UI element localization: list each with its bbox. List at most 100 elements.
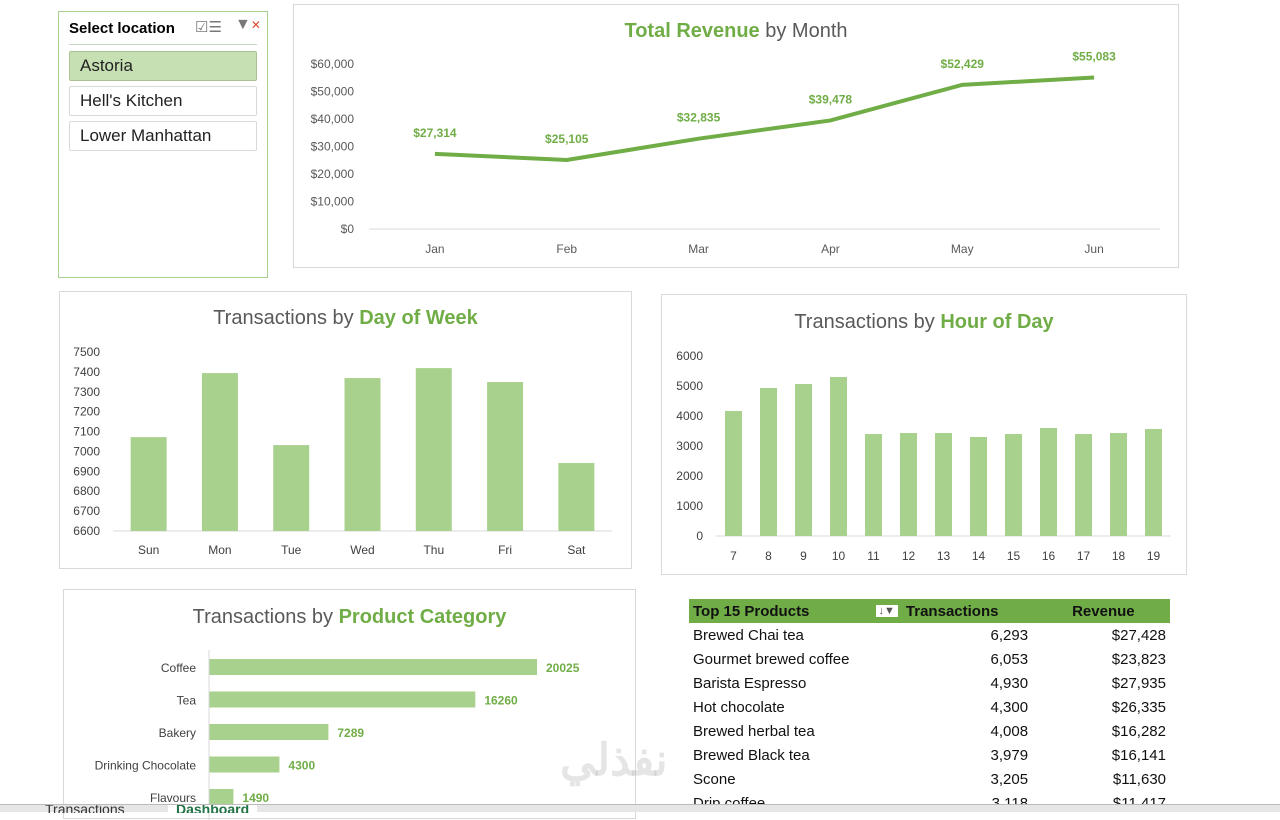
bar <box>209 724 329 740</box>
x-tick-label: 9 <box>800 549 807 563</box>
x-tick-label: Jun <box>1084 242 1103 256</box>
bar <box>900 433 917 536</box>
sort-filter-icon[interactable]: ↓▼ <box>875 604 898 617</box>
y-tick-label: 3000 <box>676 439 703 453</box>
bar <box>209 789 234 805</box>
revenue-value: $26,335 <box>1111 698 1166 716</box>
data-label: $25,105 <box>545 132 589 146</box>
y-tick-label: 7500 <box>73 345 100 359</box>
slicer-item-hells-kitchen[interactable]: Hell's Kitchen <box>69 86 257 116</box>
x-tick-label: 11 <box>867 549 880 563</box>
tab-dashboard[interactable]: Dashboard <box>168 805 258 813</box>
bar <box>415 368 452 531</box>
bar <box>344 378 381 531</box>
x-tick-label: May <box>951 242 974 256</box>
hour-of-day-chart: Transactions by Hour of Day 0 1000 2000 300… <box>661 294 1187 575</box>
chart-title: Transactions by Hour of Day <box>794 311 1054 333</box>
revenue-value: $23,823 <box>1111 650 1166 668</box>
slicer-item-astoria[interactable]: Astoria <box>69 51 257 81</box>
y-tick-label: $20,000 <box>311 167 355 181</box>
bar <box>865 434 882 536</box>
header-transactions: Transactions <box>901 599 1033 623</box>
transactions-value: 4,300 <box>990 698 1029 716</box>
y-tick-label: 7100 <box>73 425 100 439</box>
x-tick-label: 19 <box>1147 549 1161 563</box>
product-name: Scone <box>693 770 736 788</box>
x-tick-label: Apr <box>821 242 840 256</box>
bar <box>970 437 987 536</box>
product-name: Hot chocolate <box>693 698 785 716</box>
bar <box>201 373 238 531</box>
chart-title: Total Revenue by Month <box>624 20 848 42</box>
x-tick-label: 13 <box>937 549 951 563</box>
data-label: 4300 <box>288 759 315 773</box>
chart-title: Transactions by Product Category <box>192 606 507 628</box>
bar <box>209 691 476 708</box>
transactions-value: 3,979 <box>990 746 1029 764</box>
revenue-line <box>434 75 1095 162</box>
y-tick-label: 6700 <box>73 504 100 518</box>
bar <box>760 388 777 536</box>
transactions-value: 4,930 <box>990 674 1029 692</box>
table-row: Gourmet brewed coffee 6,053 $23,823 <box>689 647 1170 671</box>
chart-title: Transactions by Day of Week <box>213 307 478 329</box>
tab-transactions[interactable]: Transactions <box>45 805 125 813</box>
multi-select-icon[interactable]: ☑☰ <box>195 19 222 36</box>
x-tick-label: 12 <box>902 549 916 563</box>
x-tick-label: 10 <box>832 549 846 563</box>
table-row: Barista Espresso 4,930 $27,935 <box>689 671 1170 695</box>
category-label: Tea <box>177 694 197 708</box>
category-label: Drinking Chocolate <box>95 759 197 773</box>
x-tick-label: Wed <box>350 543 374 557</box>
bar <box>558 462 595 531</box>
slicer-item-lower-manhattan[interactable]: Lower Manhattan <box>69 121 257 151</box>
x-tick-label: Feb <box>556 242 577 256</box>
x-tick-label: 17 <box>1077 549 1091 563</box>
x-tick-label: 15 <box>1007 549 1021 563</box>
transactions-value: 3,205 <box>990 770 1029 788</box>
x-tick-label: 18 <box>1112 549 1126 563</box>
x-tick-label: Sat <box>567 543 586 557</box>
data-label: 16260 <box>484 694 518 708</box>
data-label: $52,429 <box>941 57 985 71</box>
y-tick-label: $10,000 <box>311 195 355 209</box>
x-tick-label: 7 <box>730 549 737 563</box>
x-tick-label: Thu <box>423 543 444 557</box>
bar <box>795 383 812 536</box>
data-label: $27,314 <box>413 126 457 140</box>
data-label: 7289 <box>337 726 364 740</box>
x-tick-label: Mon <box>208 543 231 557</box>
y-tick-label: 6800 <box>73 484 100 498</box>
sheet-tabs: Transactions Dashboard <box>0 804 1280 813</box>
x-tick-label: 8 <box>765 549 772 563</box>
x-tick-label: Tue <box>281 543 302 557</box>
bar <box>1075 434 1092 536</box>
bar <box>209 659 537 675</box>
y-tick-label: 7300 <box>73 385 100 399</box>
bar <box>1145 428 1162 536</box>
revenue-chart: Total Revenue by Month $0 $10,000 $20,000 $… <box>293 4 1179 268</box>
bar <box>1040 428 1057 536</box>
data-label: 20025 <box>546 661 580 675</box>
y-tick-label: 7400 <box>73 365 100 379</box>
bar <box>273 445 310 531</box>
y-tick-label: 6000 <box>676 349 703 363</box>
revenue-value: $27,935 <box>1111 674 1166 692</box>
category-label: Coffee <box>161 661 196 675</box>
y-tick-label: $60,000 <box>311 57 355 71</box>
transactions-value: 4,008 <box>990 722 1029 740</box>
y-tick-label: 7000 <box>73 444 100 458</box>
table-row: Brewed herbal tea 4,008 $16,282 <box>689 719 1170 743</box>
top-products-table: Top 15 Products ↓▼ Transactions Revenue B… <box>689 599 1170 815</box>
revenue-value: $27,428 <box>1111 626 1166 644</box>
day-of-week-chart: Transactions by Day of Week 6600 6700 6800… <box>59 291 632 569</box>
product-name: Brewed herbal tea <box>693 722 815 740</box>
y-tick-label: 1000 <box>676 499 703 513</box>
revenue-value: $16,141 <box>1111 746 1166 764</box>
data-label: $32,835 <box>677 111 721 125</box>
category-label: Flavours <box>150 791 196 805</box>
clear-filter-icon[interactable]: ▼✕ <box>235 16 261 33</box>
transactions-value: 6,053 <box>990 650 1029 668</box>
product-name: Gourmet brewed coffee <box>693 650 850 668</box>
y-tick-label: 7200 <box>73 405 100 419</box>
